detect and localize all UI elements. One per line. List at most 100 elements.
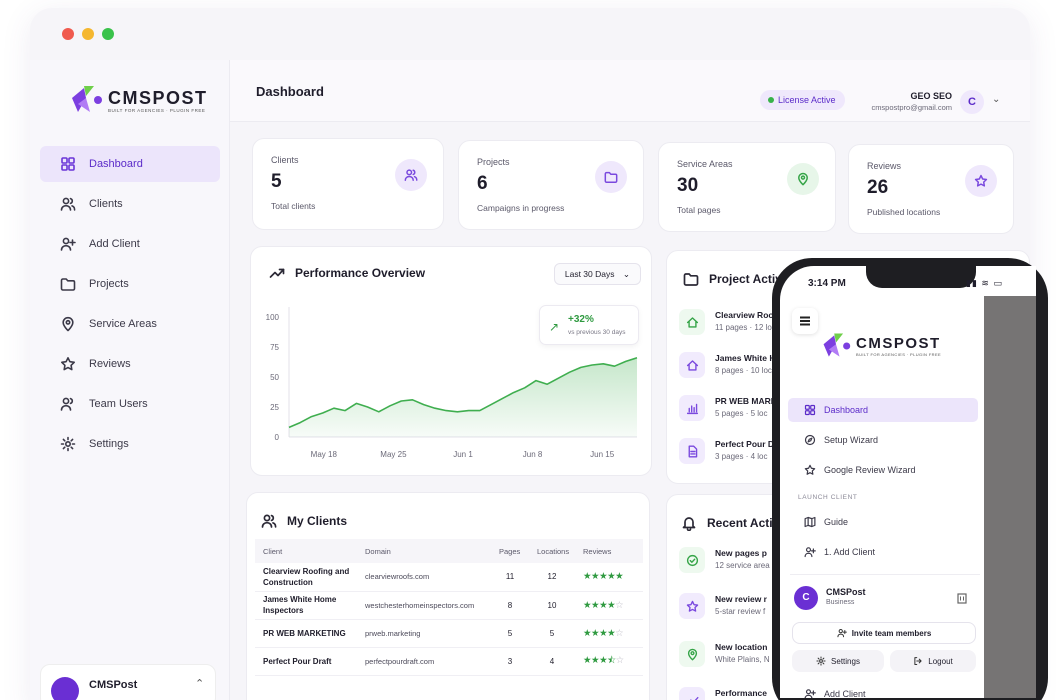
title-bar [30, 8, 1030, 60]
stat-sub: Total pages [677, 205, 721, 215]
phone-nav-add-client-step[interactable]: 1. Add Client [788, 540, 978, 564]
maximize-window-button[interactable] [102, 28, 114, 40]
x-tick-label: Jun 8 [523, 450, 543, 459]
y-tick-label: 25 [270, 403, 279, 412]
sidebar-item-reviews[interactable]: Reviews [40, 346, 220, 382]
folder-icon [595, 161, 627, 193]
client-domain: prweb.marketing [357, 619, 491, 648]
column-header[interactable]: Pages [491, 539, 529, 563]
list-item[interactable]: Perfect Pour D 3 pages · 4 loc [679, 434, 1019, 472]
table-row[interactable]: Perfect Pour Draft perfectpourdraft.com 3 4… [255, 647, 643, 676]
stat-card-clients: Clients 5 Total clients [252, 138, 444, 230]
sidebar: CMSPOST BUILT FOR AGENCIES · PLUGIN FREE… [30, 60, 230, 700]
bell-icon [682, 517, 696, 531]
table-row[interactable]: PR WEB MARKETING prweb.marketing 5 5 ★★★★☆ [255, 619, 643, 648]
chevron-down-icon[interactable]: ⌄ [992, 94, 1001, 105]
card-title: Performance Overview [269, 265, 425, 281]
list-item[interactable]: New location White Plains, N [679, 637, 1019, 675]
sidebar-item-clients[interactable]: Clients [40, 186, 220, 222]
star-icon [804, 464, 816, 475]
list-item[interactable]: New review r 5-star review f [679, 589, 1019, 627]
sidebar-item-label: Reviews [89, 358, 131, 370]
org-type: Business [826, 599, 855, 606]
user-name: CMSPost [89, 679, 138, 691]
phone-nav-dashboard[interactable]: Dashboard [788, 398, 978, 422]
minimize-window-button[interactable] [82, 28, 94, 40]
sidebar-item-label: Clients [89, 198, 123, 210]
performance-chart: 100 75 50 25 0 May 18 May 25 Jun 1 Jun 8 Jun 15 [266, 307, 638, 459]
column-header[interactable]: Domain [357, 539, 491, 563]
user-switcher[interactable]: CMSPost ⌃ [40, 664, 216, 700]
star-rating-icon: ★★★★☆ [583, 599, 624, 611]
home-icon [679, 309, 705, 335]
menu-button[interactable] [792, 308, 818, 334]
sidebar-item-service-areas[interactable]: Service Areas [40, 306, 220, 342]
list-item[interactable]: James White H 8 pages · 10 loc [679, 348, 1019, 386]
drawer-overlay[interactable] [984, 296, 1036, 698]
chart-area-fill [289, 357, 637, 437]
y-tick-label: 100 [266, 313, 280, 322]
stat-value: 30 [677, 175, 699, 196]
y-tick-label: 0 [275, 433, 280, 442]
phone-screen: 3:14 PM ▮▮ ≋ ▭ CMSPOST BUILT FOR AGENCIE… [780, 266, 1036, 698]
phone-nav-guide[interactable]: Guide [788, 510, 978, 534]
star-rating-icon: ★★★⯪☆ [583, 655, 624, 666]
account-avatar[interactable]: C [960, 90, 984, 114]
column-header[interactable]: Reviews [575, 539, 643, 563]
list-item[interactable]: PR WEB MARK 5 pages · 5 loc [679, 391, 1019, 429]
phone-nav-setup-wizard[interactable]: Setup Wizard [788, 428, 978, 452]
y-tick-label: 75 [270, 343, 279, 352]
table-row[interactable]: James White Home Inspectors westchesterho… [255, 591, 643, 620]
brand-mark-icon [823, 333, 851, 357]
y-tick-label: 50 [270, 373, 279, 382]
x-tick-label: Jun 15 [590, 450, 615, 459]
invite-team-button[interactable]: Invite team members [792, 622, 976, 644]
settings-button[interactable]: Settings [792, 650, 884, 672]
stat-value: 6 [477, 173, 488, 194]
brand-tagline: BUILT FOR AGENCIES · PLUGIN FREE [108, 108, 206, 113]
invite-label: Invite team members [851, 628, 932, 638]
close-window-button[interactable] [62, 28, 74, 40]
sidebar-item-dashboard[interactable]: Dashboard [40, 146, 220, 182]
sidebar-item-settings[interactable]: Settings [40, 426, 220, 462]
phone-nav-google-review-wizard[interactable]: Google Review Wizard [788, 458, 978, 482]
settings-label: Settings [831, 656, 860, 666]
activity-title: Performance [715, 688, 767, 698]
bar-chart-icon [679, 395, 705, 421]
sidebar-item-projects[interactable]: Projects [40, 266, 220, 302]
brand-logo[interactable]: CMSPOST BUILT FOR AGENCIES · PLUGIN FREE [820, 330, 950, 364]
home-icon [679, 352, 705, 378]
column-header[interactable]: Locations [529, 539, 575, 563]
recent-activity-title: Recent Activi [707, 516, 783, 530]
building-icon[interactable] [956, 592, 968, 604]
list-item[interactable]: New pages p 12 service area [679, 543, 1019, 581]
top-bar: Dashboard License Active GEO SEO cmspost… [230, 60, 1030, 122]
phone-nav-add-client[interactable]: Add Client [788, 682, 978, 698]
sidebar-item-team-users[interactable]: Team Users [40, 386, 220, 422]
users-icon [261, 514, 277, 528]
client-name: James White Home Inspectors [255, 591, 357, 620]
client-locations: 10 [529, 591, 575, 620]
column-header[interactable]: Client [255, 539, 357, 563]
date-range-select[interactable]: Last 30 Days ⌄ [553, 263, 641, 285]
project-detail: 11 pages · 12 loc [715, 323, 776, 332]
sidebar-item-label: Service Areas [89, 318, 157, 330]
sidebar-item-label: Team Users [89, 398, 148, 410]
client-name: Clearview Roofing and Construction [255, 563, 357, 592]
list-item[interactable]: Clearview Roo 11 pages · 12 loc [679, 305, 1019, 343]
users-icon [60, 197, 76, 211]
date-range-label: Last 30 Days [564, 269, 615, 279]
chevron-up-icon: ⌃ [195, 678, 205, 690]
folder-icon [683, 273, 699, 286]
card-title: Recent Activi [681, 515, 783, 531]
project-detail: 5 pages · 5 loc [715, 409, 768, 418]
clients-table: Client Domain Pages Locations Reviews Cl… [255, 539, 643, 676]
logout-button[interactable]: Logout [890, 650, 976, 672]
table-row[interactable]: Clearview Roofing and Construction clearv… [255, 563, 643, 592]
sidebar-item-add-client[interactable]: Add Client [40, 226, 220, 262]
client-pages: 5 [491, 619, 529, 648]
client-locations: 4 [529, 647, 575, 676]
star-icon [965, 165, 997, 197]
brand-logo[interactable]: CMSPOST BUILT FOR AGENCIES · PLUGIN FREE [68, 80, 218, 120]
client-name: PR WEB MARKETING [255, 619, 357, 648]
